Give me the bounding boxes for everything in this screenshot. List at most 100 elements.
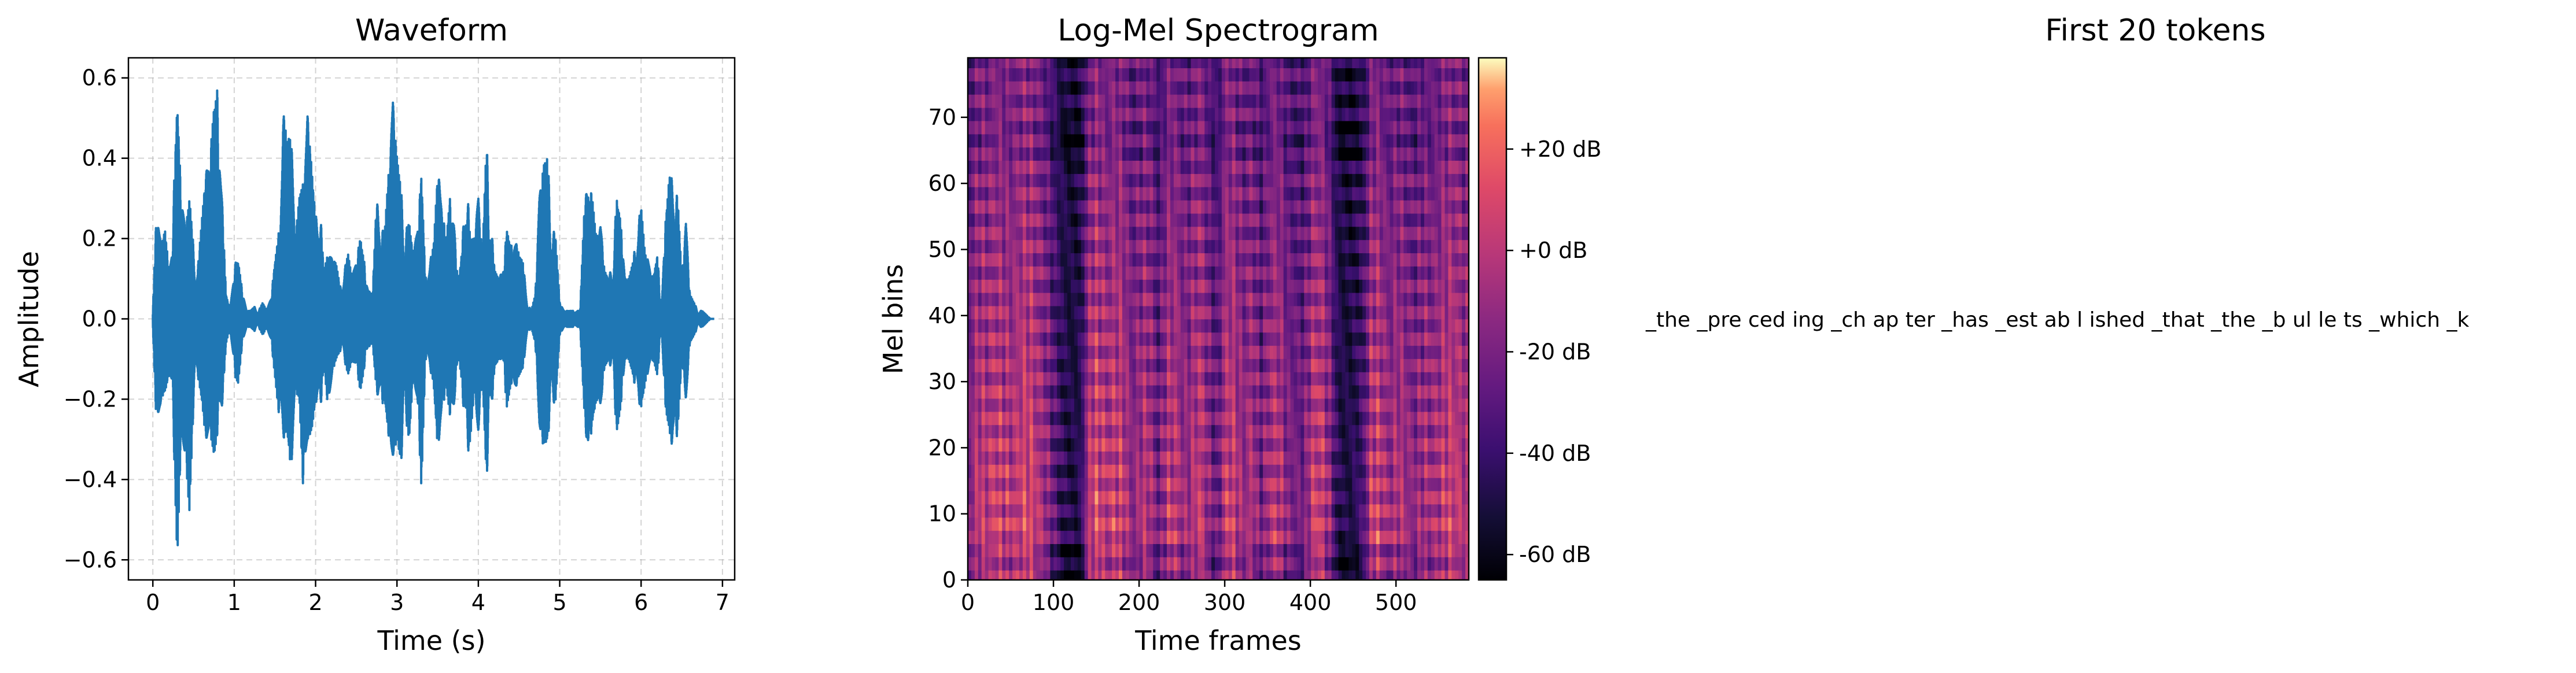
spectrogram-cell	[1112, 147, 1116, 161]
spectrogram-cell	[1119, 412, 1123, 426]
spectrogram-cell	[1273, 54, 1277, 68]
spectrogram-cell	[982, 54, 986, 68]
spectrogram-cell	[1304, 398, 1308, 412]
spectrogram-cell	[978, 557, 982, 571]
spectrogram-cell	[1195, 147, 1199, 161]
spectrogram-cell	[1197, 372, 1202, 386]
spectrogram-cell	[1236, 147, 1240, 161]
spectrogram-cell	[1050, 557, 1054, 571]
spectrogram-cell	[1023, 279, 1027, 293]
spectrogram-cell	[1225, 134, 1229, 147]
spectrogram-cell	[975, 319, 979, 333]
spectrogram-cell	[1146, 451, 1150, 465]
spectrogram-cell	[975, 134, 979, 147]
spectrogram-cell	[1040, 530, 1044, 544]
spectrogram-cell	[1053, 543, 1057, 557]
spectrogram-cell	[1259, 543, 1263, 557]
spectrogram-cell	[1352, 557, 1356, 571]
spectrogram-cell	[1064, 68, 1068, 82]
spectrogram-cell	[1115, 173, 1119, 187]
spectrogram-cell	[1352, 438, 1356, 452]
spectrogram-cell	[1291, 266, 1295, 280]
spectrogram-cell	[1153, 557, 1157, 571]
spectrogram-cell	[1270, 239, 1274, 253]
spectrogram-cell	[1053, 570, 1057, 584]
spectrogram-cell	[975, 438, 979, 452]
spectrogram-cell	[985, 108, 989, 121]
spectrogram-cell	[1044, 121, 1048, 135]
spectrogram-cell	[1215, 570, 1219, 584]
spectrogram-cell	[1081, 358, 1085, 372]
spectrogram-cell	[1053, 372, 1057, 386]
spectrogram-cell	[1167, 306, 1171, 320]
spectrogram-cell	[1112, 491, 1116, 505]
spectrogram-cell	[1277, 293, 1281, 306]
spectrogram-cell	[1108, 121, 1112, 135]
spectrogram-cell	[1225, 451, 1229, 465]
spectrogram-cell	[1211, 94, 1215, 108]
spectrogram-cell	[1149, 160, 1154, 174]
spectrogram-cell	[1359, 570, 1363, 584]
spectrogram-cell	[1259, 293, 1263, 306]
spectrogram-cell	[1067, 530, 1071, 544]
spectrogram-cell	[1236, 345, 1240, 359]
spectrogram-cell	[1012, 134, 1016, 147]
spectrogram-cell	[1163, 239, 1167, 253]
spectrogram-cell	[1284, 332, 1288, 346]
spectrogram-cell	[1019, 464, 1023, 478]
waveform-x-ticks: 01234567	[146, 580, 729, 615]
spectrogram-cell	[1222, 491, 1226, 505]
spectrogram-cell	[1249, 319, 1253, 333]
spectrogram-cell	[1026, 543, 1030, 557]
spectrogram-cell	[1294, 94, 1298, 108]
spectrogram-cell	[1229, 319, 1233, 333]
spectrogram-cell	[1352, 94, 1356, 108]
spectrogram-cell	[1346, 213, 1350, 227]
spectrogram-cell	[1122, 121, 1126, 135]
spectrogram-cell	[1335, 213, 1339, 227]
spectrogram-cell	[1101, 451, 1105, 465]
spectrogram-cell	[1297, 54, 1301, 68]
spectrogram-cell	[1352, 160, 1356, 174]
spectrogram-cell	[1023, 108, 1027, 121]
spectrogram-cell	[1053, 54, 1057, 68]
spectrogram-cell	[1232, 213, 1236, 227]
spectrogram-cell	[1030, 517, 1034, 531]
spectrogram-cell	[1243, 358, 1247, 372]
spectrogram-cell	[1044, 108, 1048, 121]
spectrogram-cell	[1112, 530, 1116, 544]
spectrogram-cell	[1181, 54, 1185, 68]
spectrogram-cell	[1071, 438, 1075, 452]
spectrogram-cell	[985, 227, 989, 241]
spectrogram-cell	[971, 398, 975, 412]
spectrogram-cell	[1339, 438, 1343, 452]
spectrogram-cell	[1236, 160, 1240, 174]
spectrogram-cell	[1318, 570, 1322, 584]
spectrogram-cell	[1246, 253, 1250, 267]
spectrogram-cell	[1373, 253, 1377, 267]
spectrogram-cell	[1085, 398, 1089, 412]
spectrogram-cell	[1184, 504, 1188, 518]
spectrogram-cell	[1259, 239, 1263, 253]
spectrogram-cell	[1115, 253, 1119, 267]
spectrogram-cell	[1297, 239, 1301, 253]
spectrogram-cell	[1383, 517, 1387, 531]
spectrogram-cell	[1092, 134, 1096, 147]
spectrogram-cell	[1112, 54, 1116, 68]
spectrogram-cell	[1030, 557, 1034, 571]
spectrogram-cell	[996, 200, 1000, 214]
spectrogram-cell	[1112, 464, 1116, 478]
spectrogram-cell	[1328, 385, 1332, 399]
spectrogram-cell	[1252, 372, 1256, 386]
spectrogram-cell	[978, 478, 982, 491]
spectrogram-cell	[1026, 398, 1030, 412]
spectrogram-cell	[1026, 345, 1030, 359]
spectrogram-cell	[1033, 213, 1037, 227]
spectrogram-cell	[1071, 160, 1075, 174]
spectrogram-cell	[1177, 213, 1181, 227]
spectrogram-cell	[1095, 108, 1099, 121]
spectrogram-cell	[1170, 108, 1174, 121]
spectrogram-cell	[1098, 557, 1102, 571]
spectrogram-cell	[1376, 306, 1380, 320]
spectrogram-cell	[1129, 279, 1133, 293]
